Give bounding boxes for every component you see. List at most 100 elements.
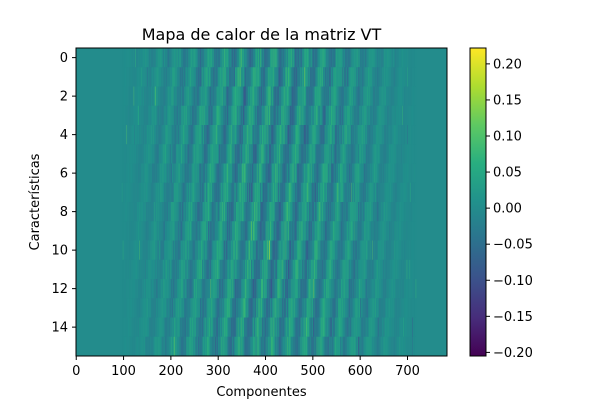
heatmap-cell	[129, 86, 131, 106]
heatmap-cell	[188, 144, 190, 164]
heatmap-cell	[236, 144, 237, 164]
heatmap-cell	[124, 336, 126, 356]
heatmap-cell	[136, 125, 138, 145]
heatmap-cell	[197, 105, 199, 126]
heatmap-cell	[249, 163, 250, 183]
heatmap-cell	[235, 221, 236, 241]
heatmap-cell	[142, 163, 143, 183]
heatmap-cell	[237, 86, 239, 106]
heatmap-cell	[189, 67, 191, 87]
heatmap-cell	[213, 105, 214, 126]
heatmap-cell	[197, 298, 199, 318]
heatmap-cell	[197, 240, 199, 260]
heatmap-cell	[155, 105, 157, 126]
heatmap-cell	[154, 240, 155, 260]
heatmap-cell	[231, 163, 232, 183]
heatmap-cell	[162, 298, 164, 318]
heatmap-cell	[178, 67, 180, 87]
heatmap-cell	[182, 202, 184, 222]
heatmap-cell	[120, 86, 122, 106]
heatmap-cell	[207, 144, 209, 164]
heatmap-cell	[210, 182, 212, 203]
heatmap-cell	[121, 259, 122, 280]
heatmap-cell	[196, 202, 198, 222]
heatmap-cell	[183, 202, 184, 222]
heatmap-cell	[251, 125, 252, 145]
heatmap-cell	[149, 86, 151, 106]
heatmap-cell	[161, 298, 162, 318]
heatmap-cell	[131, 163, 132, 183]
heatmap-cell	[214, 279, 215, 299]
heatmap-cell	[254, 279, 256, 299]
heatmap-cell	[203, 48, 205, 68]
heatmap-cell	[188, 202, 189, 222]
heatmap-cell	[129, 202, 130, 222]
heatmap-cell	[250, 221, 251, 241]
heatmap-cell	[215, 163, 217, 183]
heatmap-cell	[165, 163, 166, 183]
heatmap-cell	[264, 221, 265, 241]
heatmap-cell	[147, 144, 149, 164]
heatmap-cell	[177, 279, 178, 299]
heatmap-cell	[129, 163, 130, 183]
heatmap-cell	[154, 336, 156, 356]
heatmap-cell	[237, 144, 238, 164]
heatmap-cell	[222, 144, 224, 164]
heatmap-cell	[231, 67, 233, 87]
heatmap-cell	[135, 298, 136, 318]
heatmap-cell	[243, 144, 245, 164]
heatmap-cell	[222, 86, 223, 106]
heatmap-cell	[125, 144, 126, 164]
heatmap-cell	[167, 279, 169, 299]
heatmap-cell	[126, 279, 127, 299]
heatmap-cell	[185, 336, 187, 356]
heatmap-cell	[173, 163, 174, 183]
heatmap-cell	[241, 279, 242, 299]
heatmap-cell	[146, 259, 147, 280]
heatmap-cell	[192, 221, 193, 241]
heatmap-cell	[189, 105, 190, 126]
heatmap-cell	[163, 317, 165, 337]
heatmap-cell	[231, 221, 232, 241]
heatmap-cell	[224, 86, 225, 106]
heatmap-cell	[216, 182, 218, 203]
heatmap-cell	[121, 240, 123, 260]
heatmap-cell	[252, 144, 254, 164]
heatmap-cell	[183, 259, 185, 280]
heatmap-cell	[258, 202, 259, 222]
heatmap-cell	[254, 279, 255, 299]
heatmap-cell	[243, 105, 245, 126]
heatmap-cell	[210, 317, 211, 337]
heatmap-cell	[221, 86, 223, 106]
heatmap-cell	[128, 105, 130, 126]
heatmap-cell	[235, 182, 237, 203]
heatmap-cell	[263, 317, 265, 337]
heatmap-cell	[167, 144, 169, 164]
heatmap-cell	[147, 48, 148, 68]
heatmap-cell	[218, 202, 220, 222]
heatmap-cell	[202, 182, 204, 203]
heatmap-cell	[133, 67, 135, 87]
heatmap-cell	[214, 298, 215, 318]
heatmap-cell	[256, 202, 258, 222]
heatmap-cell	[172, 86, 173, 106]
heatmap-cell	[182, 67, 184, 87]
heatmap-cell	[171, 336, 173, 356]
heatmap-cell	[261, 202, 262, 222]
heatmap-cell	[147, 202, 149, 222]
heatmap-cell	[233, 279, 234, 299]
heatmap-cell	[192, 86, 194, 106]
heatmap-cell	[138, 279, 140, 299]
heatmap-cell	[254, 259, 256, 280]
heatmap-cell	[132, 279, 134, 299]
heatmap-cell	[247, 182, 248, 203]
heatmap-cell	[182, 105, 183, 126]
heatmap-cell	[194, 317, 195, 337]
heatmap-cell	[162, 182, 164, 203]
heatmap-cell	[230, 144, 232, 164]
heatmap-cell	[225, 279, 227, 299]
heatmap-cell	[242, 298, 244, 318]
heatmap-cell	[162, 336, 163, 356]
heatmap-cell	[266, 202, 267, 222]
heatmap-cell	[243, 67, 245, 87]
